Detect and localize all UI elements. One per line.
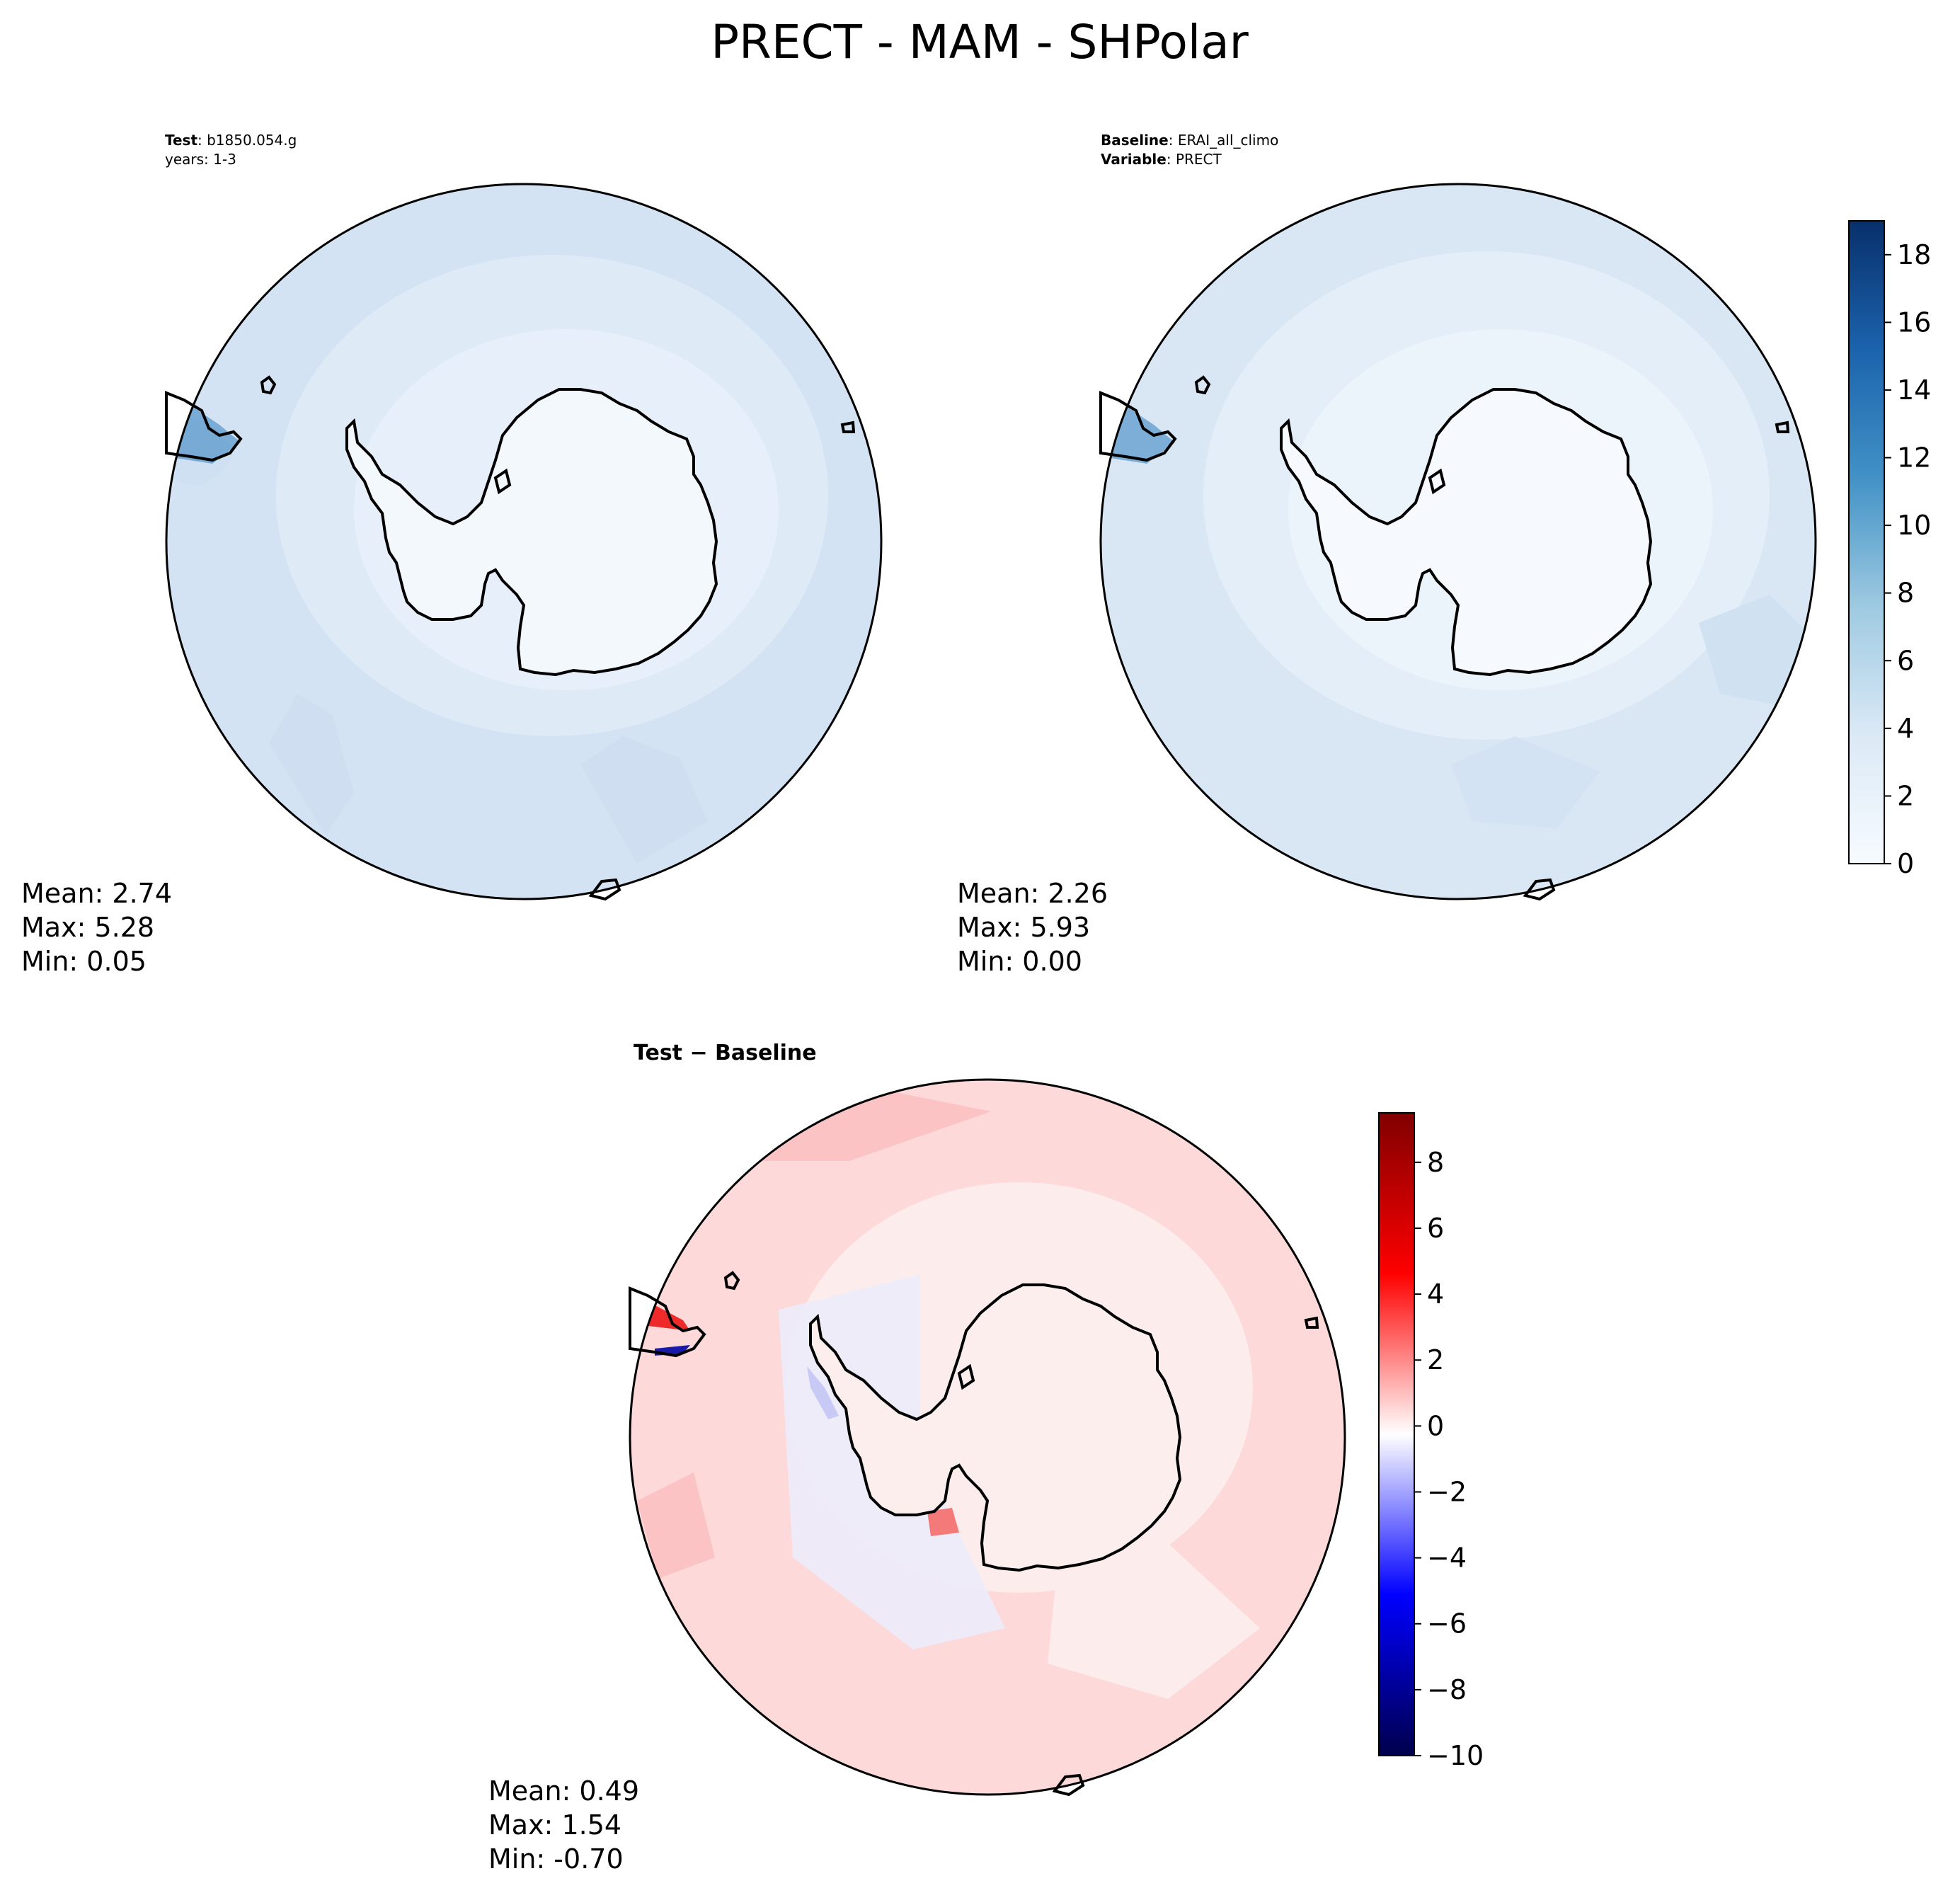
baseline-stat-max: Max: 5.93 (957, 912, 1090, 943)
diff-stat-min: Min: -0.70 (488, 1843, 624, 1875)
diff-colorbar: −10 −8 −6 −4 −2 0 2 4 6 8 (1378, 1112, 1484, 1771)
test-years: years: 1-3 (165, 151, 236, 168)
diff-colorbar-ticks: −10 −8 −6 −4 −2 0 2 4 6 8 (1414, 1147, 1484, 1771)
test-label-rest: : b1850.054.g (197, 132, 297, 149)
test-stat-min: Min: 0.05 (21, 946, 147, 977)
baseline-label-bold: Baseline (1101, 132, 1169, 149)
diff-colorbar-tick-label: −8 (1427, 1674, 1467, 1705)
test-label: Test: b1850.054.g (165, 132, 297, 149)
test-stat-max: Max: 5.28 (21, 912, 154, 943)
baseline-variable: Variable: PRECT (1101, 151, 1222, 168)
baseline-stat-min: Min: 0.00 (957, 946, 1082, 977)
baseline-map (1101, 184, 1816, 899)
main-colorbar-ticks: 0 2 4 6 8 10 12 14 16 18 (1884, 239, 1931, 879)
figure-title: PRECT - MAM - SHPolar (711, 15, 1249, 69)
test-label-bold: Test (165, 132, 197, 149)
main-colorbar-tick-label: 6 (1897, 645, 1914, 676)
main-colorbar-tick-label: 2 (1897, 780, 1914, 811)
main-colorbar-tick-label: 10 (1897, 510, 1931, 541)
diff-stat-mean: Mean: 0.49 (488, 1775, 639, 1807)
baseline-stat-mean: Mean: 2.26 (957, 878, 1108, 909)
main-colorbar-tick-label: 12 (1897, 442, 1931, 474)
diff-stat-max: Max: 1.54 (488, 1809, 621, 1841)
diff-colorbar-tick-label: −6 (1427, 1608, 1467, 1640)
diff-colorbar-tick-label: −4 (1427, 1543, 1467, 1574)
diff-colorbar-tick-label: 6 (1427, 1213, 1444, 1244)
diff-colorbar-tick-label: −10 (1427, 1740, 1484, 1771)
main-colorbar-tick-label: 8 (1897, 578, 1914, 609)
diff-colorbar-tick-label: 2 (1427, 1344, 1444, 1375)
main-colorbar-tick-label: 4 (1897, 713, 1914, 744)
baseline-variable-rest: : PRECT (1167, 151, 1222, 168)
main-colorbar-tick-label: 16 (1897, 307, 1931, 338)
diff-panel: Test − Baseline Mean: 0.4 (488, 1041, 1346, 1875)
main-colorbar-tick-label: 14 (1897, 374, 1931, 406)
diff-colorbar-tick-label: 4 (1427, 1278, 1444, 1310)
test-map-boundary (165, 183, 883, 900)
main-colorbar: 0 2 4 6 8 10 12 14 16 18 (1848, 220, 1931, 879)
test-map (166, 184, 881, 899)
diff-map-boundary (629, 1078, 1346, 1796)
diff-colorbar-tick-label: 0 (1427, 1410, 1444, 1441)
diff-title: Test − Baseline (634, 1041, 817, 1065)
baseline-map-boundary (1099, 183, 1817, 900)
diff-map (630, 1080, 1345, 1795)
diff-colorbar-tick-label: −2 (1427, 1476, 1467, 1507)
main-colorbar-tick-label: 18 (1897, 239, 1931, 270)
baseline-label: Baseline: ERAI_all_climo (1101, 132, 1278, 149)
baseline-label-rest: : ERAI_all_climo (1169, 132, 1279, 149)
baseline-variable-bold: Variable (1101, 151, 1167, 168)
diff-colorbar-tick-label: 8 (1427, 1147, 1444, 1178)
test-panel: Test: b1850.054.g years: 1-3 Mean: 2.74 (21, 132, 883, 977)
main-colorbar-tick-label: 0 (1897, 848, 1914, 879)
test-stat-mean: Mean: 2.74 (21, 878, 172, 909)
baseline-panel: Baseline: ERAI_all_climo Variable: PRECT (957, 132, 1817, 977)
